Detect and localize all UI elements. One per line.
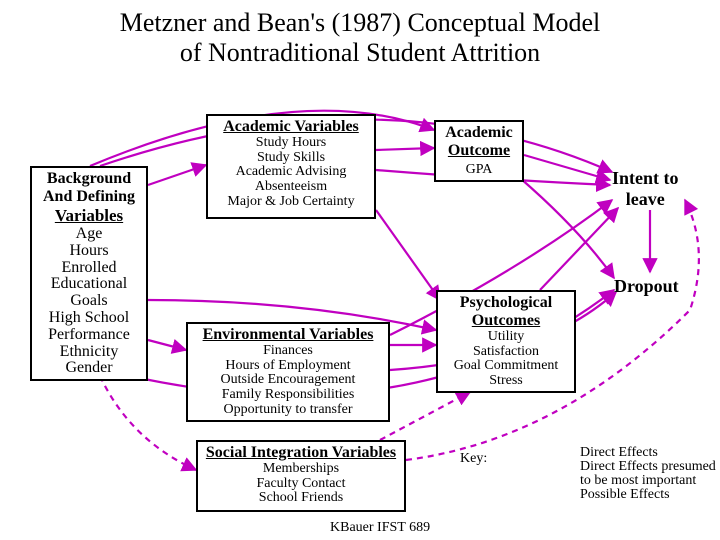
box-psychological-outcomes: Psychological Outcomes UtilitySatisfacti… [436, 290, 576, 393]
social-items: MembershipsFaculty ContactSchool Friends [202, 462, 400, 506]
academic-outcome-line2: Outcome [448, 142, 510, 159]
environmental-items: FinancesHours of EmploymentOutside Encou… [192, 344, 384, 417]
box-environmental-variables: Environmental Variables FinancesHours of… [186, 322, 390, 422]
key-items: Direct EffectsDirect Effects presumed to… [580, 446, 720, 502]
key-label: Key: [460, 452, 487, 466]
intent-line2: leave [626, 189, 665, 209]
academic-items: Study HoursStudy SkillsAcademic Advising… [212, 136, 370, 209]
academic-outcome-sub: GPA [466, 162, 493, 177]
background-title-1: Background [47, 170, 131, 187]
label-intent-to-leave: Intent to leave [612, 168, 679, 210]
psych-title-1: Psychological [442, 294, 570, 312]
psych-items: UtilitySatisfactionGoal CommitmentStress [442, 330, 570, 389]
academic-outcome-line1: Academic [445, 124, 513, 141]
social-title: Social Integration Variables [202, 444, 400, 462]
environmental-title: Environmental Variables [192, 326, 384, 344]
box-academic-outcome: Academic Outcome GPA [434, 120, 524, 182]
footer-credit: KBauer IFST 689 [330, 520, 430, 536]
psych-title-2: Outcomes [442, 312, 570, 330]
label-dropout: Dropout [614, 276, 679, 297]
box-social-integration: Social Integration Variables Memberships… [196, 440, 406, 512]
background-title-3: Variables [55, 206, 123, 225]
background-items: AgeHoursEnrolledEducationalGoalsHigh Sch… [36, 226, 142, 377]
box-academic-variables: Academic Variables Study HoursStudy Skil… [206, 114, 376, 219]
intent-line1: Intent to [612, 168, 679, 188]
background-title-2: And Defining [43, 188, 135, 205]
academic-title: Academic Variables [212, 118, 370, 136]
box-background: Background And Defining Variables AgeHou… [30, 166, 148, 381]
